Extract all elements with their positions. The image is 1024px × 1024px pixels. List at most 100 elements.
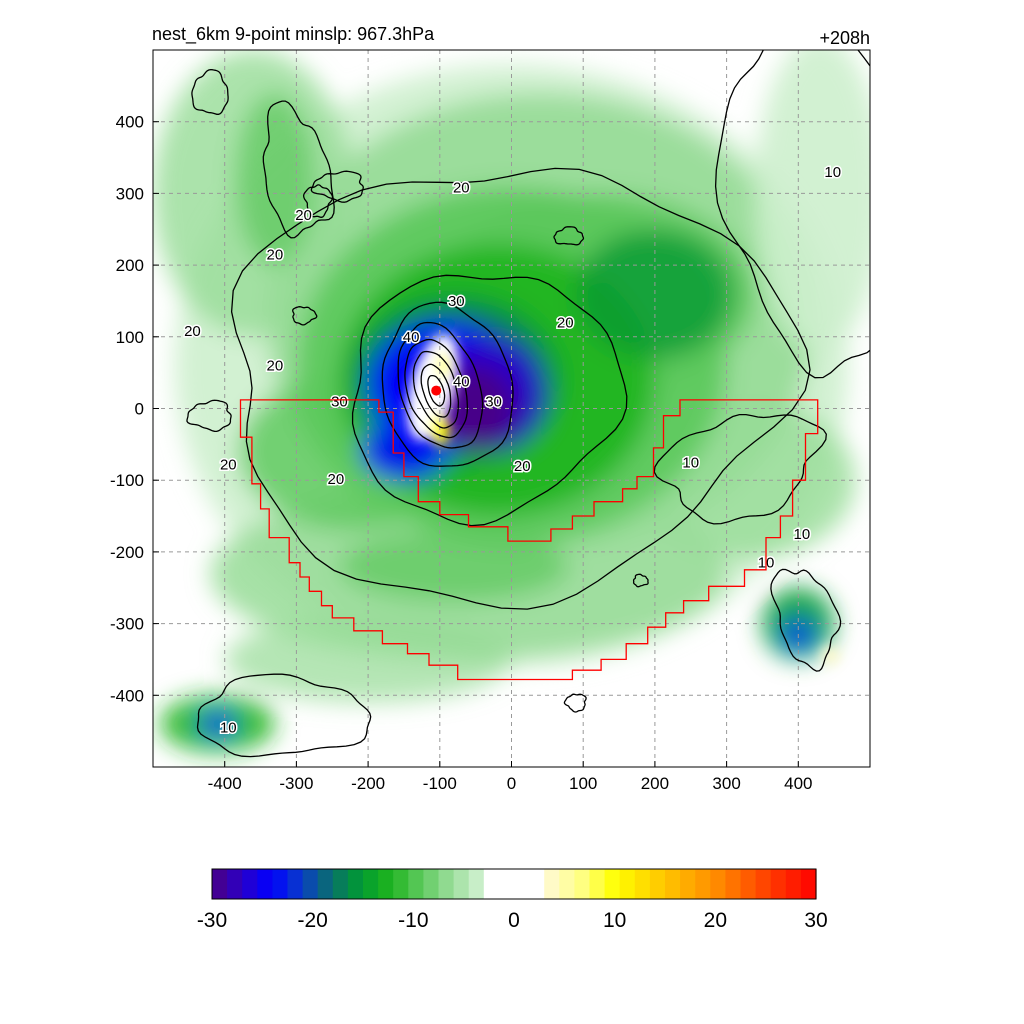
colorbar-cell [514,869,530,899]
contour-label: 20 [453,180,470,197]
colorbar-cell [559,869,575,899]
contour-label: 10 [824,164,841,181]
colorbar-cell [468,869,485,899]
colorbar-cell [710,869,726,899]
x-tick-label: -300 [279,774,313,793]
y-tick-label: -300 [110,615,144,634]
y-axis: -400 -300 -200 -100 0 100 200 300 400 [110,113,159,705]
x-tick-label: 200 [641,774,669,793]
x-axis: -400 -300 -200 -100 0 100 200 300 400 [208,761,812,793]
colorbar-cell [423,869,440,899]
colorbar-cell [695,869,711,899]
contour-line [262,100,335,239]
colorbar-cell [363,869,379,899]
colorbar-cell [498,869,515,899]
contour-line [381,301,514,467]
contour-line [404,338,469,439]
contour-label: 20 [557,314,574,331]
positive-anomaly [821,646,840,665]
contour-line [310,170,364,203]
colorbar-cell [589,869,606,899]
colorbar-cell [785,869,802,899]
contour-line [397,321,484,449]
contour-line [412,350,460,429]
y-tick-label: 0 [135,400,144,419]
contour-line [427,374,446,407]
y-tick-label: 100 [116,328,144,347]
x-tick-label: -400 [208,774,242,793]
colorbar-cell [634,869,651,899]
colorbar-cell [393,869,409,899]
contour-line [196,673,372,758]
colorbar-cell [755,869,772,899]
colorbar-cell [544,869,560,899]
contour-label: 20 [327,471,344,488]
colorbar-cell [680,869,696,899]
field-blob [755,50,870,352]
colorbar-tick-label: 0 [508,909,520,932]
colorbar-cell [302,869,319,899]
contour-label: 10 [220,720,237,737]
contour-label: 20 [184,323,201,340]
colorbar-cell [378,869,394,899]
colorbar-cell [287,869,304,899]
colorbar-cell [332,869,349,899]
contour-line [351,274,628,527]
x-tick-label: 100 [569,774,597,793]
colorbar-cell [574,869,591,899]
contour-label: 40 [453,373,470,390]
contour-label: 30 [448,293,465,310]
colorbar-cell [408,869,424,899]
colorbar-cell [770,869,787,899]
contour-label: 20 [267,357,284,374]
contour-line [770,568,842,672]
colorbar-cell [227,869,243,899]
contour-label: 20 [267,246,284,263]
contour-line [632,573,649,588]
contour-label: 40 [403,329,420,346]
colorbar-cell [800,869,817,899]
colorbar: -30 -20 -10 0 10 20 30 [197,868,828,932]
contour-line [292,306,318,326]
contour-line [191,69,229,115]
colorbar-cell [529,869,545,899]
x-tick-label: 300 [712,774,740,793]
colorbar-cell [257,869,273,899]
colorbar-cell [212,869,228,899]
y-tick-label: 400 [116,113,144,132]
colorbar-tick-label: -20 [297,909,327,932]
nest-boundary-polygon [239,399,819,681]
colorbar-cell [483,869,500,899]
field-blob [235,93,315,266]
colorbar-tick-label: 30 [804,909,827,932]
contour-line [420,363,452,418]
y-tick-label: 300 [116,184,144,203]
contour-label: 10 [682,454,699,471]
contour-label: 20 [220,456,237,473]
field-blur-layer [153,50,870,753]
contour-line [563,693,587,713]
contour-line [186,399,232,433]
colorbar-cell [740,869,757,899]
chart-title: nest_6km 9-point minslp: 967.3hPa [152,24,435,45]
contour-line [230,167,811,610]
colorbar-cell [453,869,470,899]
y-tick-label: 200 [116,256,144,275]
contour-label: 10 [794,526,811,543]
x-tick-label: 400 [784,774,812,793]
colorbar-cell [649,869,666,899]
colorbar-frame [211,868,817,900]
colorbar-cell [725,869,742,899]
y-tick-label: -400 [110,686,144,705]
colorbar-cell [438,869,455,899]
colorbar-cell [242,869,258,899]
colorbar-tick-label: 20 [704,909,727,932]
colorbar-cells [212,869,817,899]
colorbar-cell [272,869,289,899]
storm-center-marker [431,385,442,396]
colorbar-cell [665,869,681,899]
colorbar-cell [317,869,334,899]
contour-label: 20 [295,207,312,224]
colorbar-tick-label: -10 [398,909,428,932]
